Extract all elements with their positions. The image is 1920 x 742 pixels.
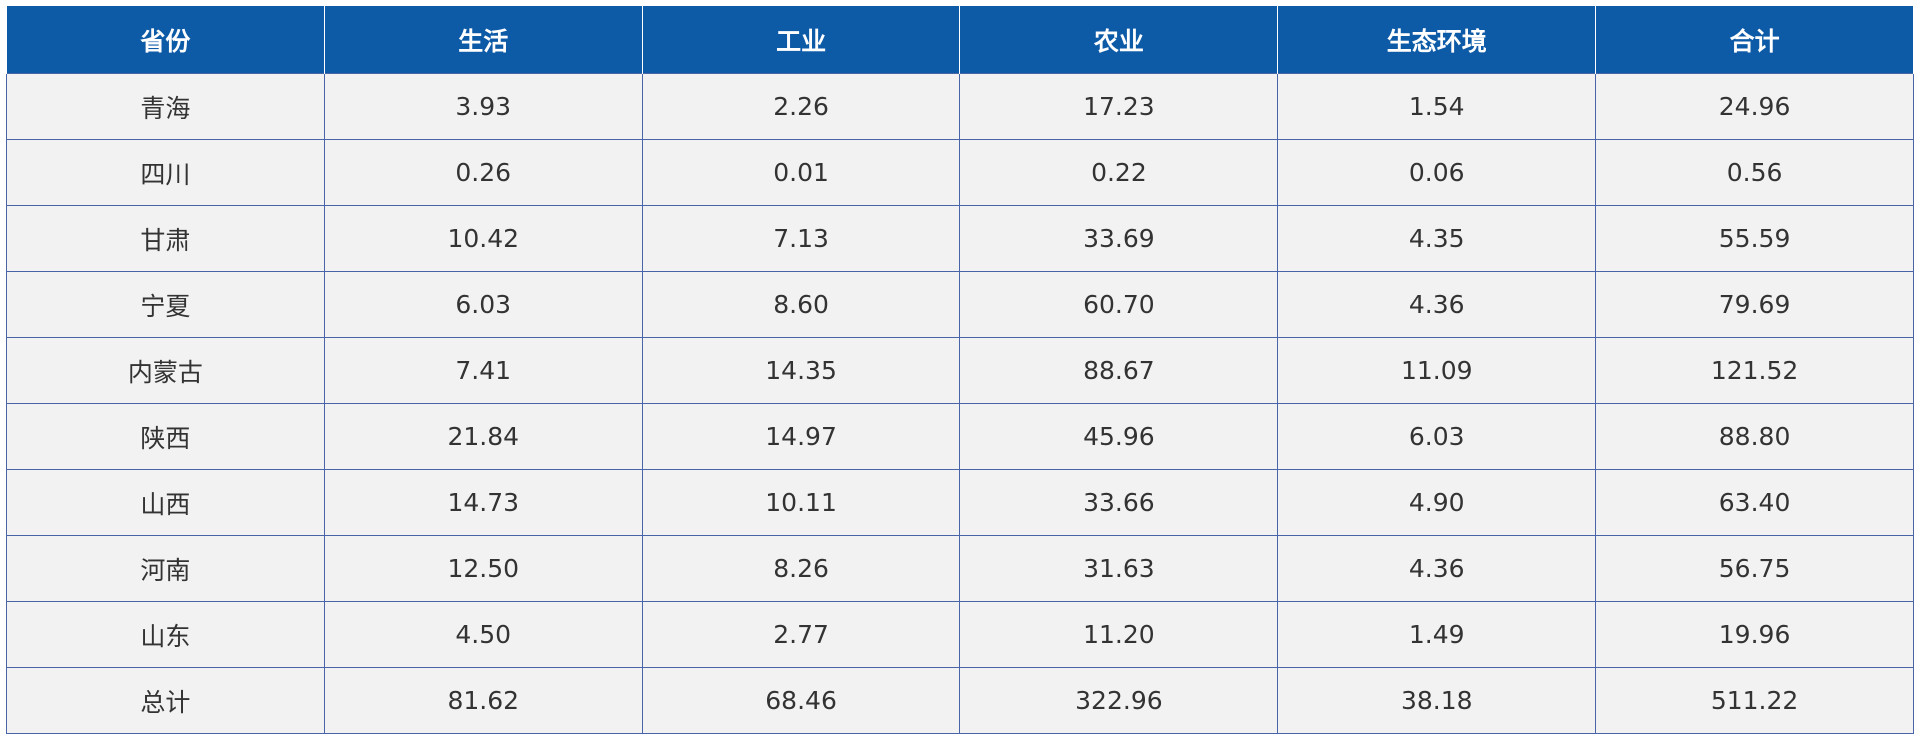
value-cell: 14.35: [641, 337, 961, 404]
value-cell: 11.20: [959, 601, 1279, 668]
province-cell: 总计: [6, 667, 325, 734]
province-cell: 四川: [6, 139, 325, 206]
value-cell: 4.90: [1277, 469, 1597, 536]
header-cell: 合计: [1595, 6, 1914, 74]
header-cell: 生活: [323, 6, 643, 74]
value-cell: 60.70: [959, 271, 1279, 338]
value-cell: 68.46: [641, 667, 961, 734]
value-cell: 33.66: [959, 469, 1279, 536]
value-cell: 2.77: [641, 601, 961, 668]
value-cell: 19.96: [1595, 601, 1914, 668]
value-cell: 4.35: [1277, 205, 1597, 272]
province-cell: 内蒙古: [6, 337, 325, 404]
province-cell: 河南: [6, 535, 325, 602]
province-cell: 宁夏: [6, 271, 325, 338]
value-cell: 1.49: [1277, 601, 1597, 668]
data-table: 省份 生活 工业 农业 生态环境 合计 青海 3.93 2.26 17.23 1.54 24.96 四…: [6, 6, 1914, 734]
header-cell: 工业: [641, 6, 961, 74]
table-row: 四川 0.26 0.01 0.22 0.06 0.56: [6, 139, 1914, 206]
value-cell: 8.60: [641, 271, 961, 338]
value-cell: 14.97: [641, 403, 961, 470]
value-cell: 4.50: [323, 601, 643, 668]
value-cell: 0.06: [1277, 139, 1597, 206]
value-cell: 3.93: [323, 73, 643, 140]
value-cell: 12.50: [323, 535, 643, 602]
value-cell: 79.69: [1595, 271, 1914, 338]
value-cell: 38.18: [1277, 667, 1597, 734]
value-cell: 10.42: [323, 205, 643, 272]
value-cell: 17.23: [959, 73, 1279, 140]
table-row: 青海 3.93 2.26 17.23 1.54 24.96: [6, 73, 1914, 140]
value-cell: 14.73: [323, 469, 643, 536]
value-cell: 10.11: [641, 469, 961, 536]
value-cell: 7.41: [323, 337, 643, 404]
header-cell: 省份: [6, 6, 325, 74]
value-cell: 88.80: [1595, 403, 1914, 470]
value-cell: 1.54: [1277, 73, 1597, 140]
value-cell: 33.69: [959, 205, 1279, 272]
value-cell: 322.96: [959, 667, 1279, 734]
value-cell: 24.96: [1595, 73, 1914, 140]
table-row: 总计 81.62 68.46 322.96 38.18 511.22: [6, 667, 1914, 734]
table-container: 省份 生活 工业 农业 生态环境 合计 青海 3.93 2.26 17.23 1.54 24.96 四…: [6, 6, 1914, 734]
value-cell: 88.67: [959, 337, 1279, 404]
value-cell: 511.22: [1595, 667, 1914, 734]
value-cell: 56.75: [1595, 535, 1914, 602]
value-cell: 7.13: [641, 205, 961, 272]
value-cell: 0.01: [641, 139, 961, 206]
value-cell: 0.26: [323, 139, 643, 206]
table-row: 河南 12.50 8.26 31.63 4.36 56.75: [6, 535, 1914, 602]
header-cell: 生态环境: [1277, 6, 1597, 74]
header-cell: 农业: [959, 6, 1279, 74]
value-cell: 81.62: [323, 667, 643, 734]
table-row: 宁夏 6.03 8.60 60.70 4.36 79.69: [6, 271, 1914, 338]
value-cell: 21.84: [323, 403, 643, 470]
province-cell: 山西: [6, 469, 325, 536]
header-row: 省份 生活 工业 农业 生态环境 合计: [6, 6, 1914, 74]
table-row: 内蒙古 7.41 14.35 88.67 11.09 121.52: [6, 337, 1914, 404]
value-cell: 55.59: [1595, 205, 1914, 272]
value-cell: 63.40: [1595, 469, 1914, 536]
value-cell: 0.56: [1595, 139, 1914, 206]
value-cell: 0.22: [959, 139, 1279, 206]
table-row: 山东 4.50 2.77 11.20 1.49 19.96: [6, 601, 1914, 668]
table-row: 甘肃 10.42 7.13 33.69 4.35 55.59: [6, 205, 1914, 272]
value-cell: 45.96: [959, 403, 1279, 470]
value-cell: 4.36: [1277, 535, 1597, 602]
province-cell: 甘肃: [6, 205, 325, 272]
value-cell: 31.63: [959, 535, 1279, 602]
value-cell: 11.09: [1277, 337, 1597, 404]
value-cell: 2.26: [641, 73, 961, 140]
province-cell: 陕西: [6, 403, 325, 470]
value-cell: 6.03: [323, 271, 643, 338]
value-cell: 4.36: [1277, 271, 1597, 338]
value-cell: 8.26: [641, 535, 961, 602]
province-cell: 山东: [6, 601, 325, 668]
table-row: 陕西 21.84 14.97 45.96 6.03 88.80: [6, 403, 1914, 470]
table-row: 山西 14.73 10.11 33.66 4.90 63.40: [6, 469, 1914, 536]
value-cell: 6.03: [1277, 403, 1597, 470]
province-cell: 青海: [6, 73, 325, 140]
value-cell: 121.52: [1595, 337, 1914, 404]
